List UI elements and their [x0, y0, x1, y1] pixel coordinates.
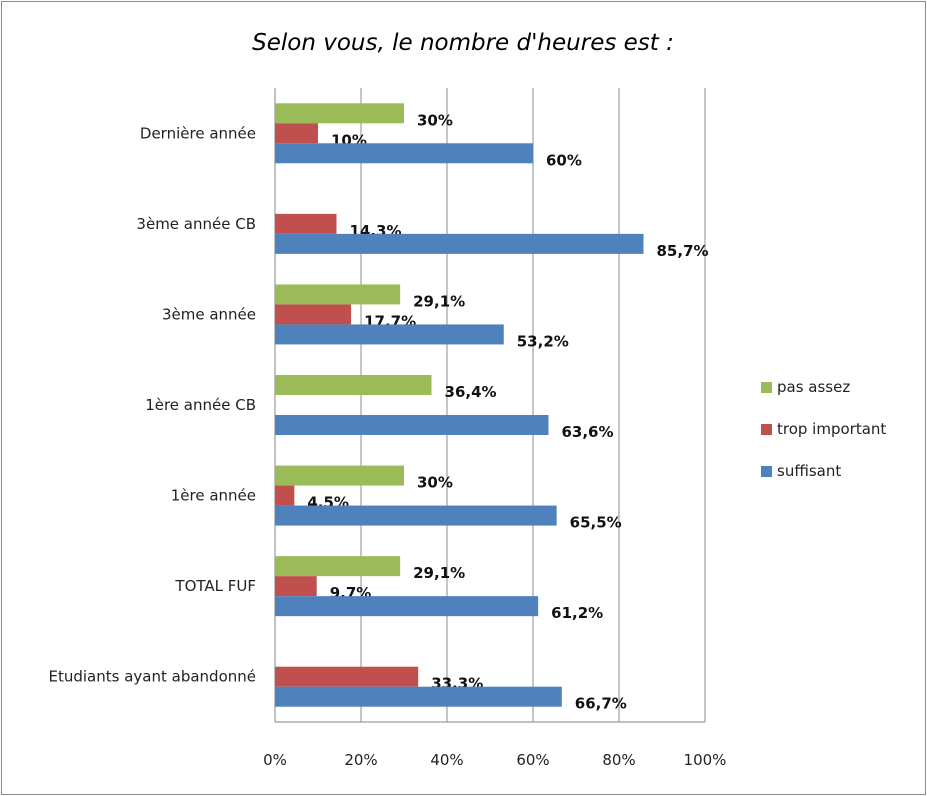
bar-suffisant — [275, 415, 549, 435]
bar-suffisant — [275, 233, 644, 254]
legend-swatch — [761, 466, 772, 477]
data-label: 29,1% — [413, 564, 465, 582]
data-label: 85,7% — [657, 242, 709, 260]
bar-pas-assez — [275, 465, 404, 486]
legend-swatch — [761, 424, 772, 435]
legend-label: suffisant — [777, 462, 841, 480]
category-label: 3ème année CB — [136, 215, 256, 233]
bar-trop-important — [275, 213, 337, 234]
chart-title: Selon vous, le nombre d'heures est : — [252, 30, 674, 56]
bar-pas-assez — [275, 284, 401, 305]
category-label: 1ère année CB — [145, 396, 256, 414]
category-label: Dernière année — [140, 124, 256, 142]
bar-suffisant — [275, 505, 557, 526]
data-label: 63,6% — [561, 423, 613, 441]
bar-trop-important — [275, 304, 352, 325]
bar-pas-assez — [275, 103, 404, 124]
x-tick-label: 80% — [602, 751, 635, 769]
legend-swatch — [761, 382, 772, 393]
bar-pas-assez — [275, 556, 401, 577]
data-label: 60% — [546, 151, 582, 169]
bar-suffisant — [275, 143, 533, 164]
category-label: 3ème année — [162, 305, 256, 323]
category-label: 1ère année — [171, 487, 256, 505]
bar-suffisant — [275, 324, 504, 345]
bar-trop-important — [275, 485, 295, 506]
legend-label: pas assez — [777, 378, 850, 396]
bar-suffisant — [275, 686, 562, 707]
x-tick-label: 0% — [263, 751, 287, 769]
data-label: 30% — [417, 111, 453, 129]
data-label: 29,1% — [413, 292, 465, 310]
bar-pas-assez — [275, 375, 432, 395]
data-label: 53,2% — [517, 332, 569, 350]
data-label: 65,5% — [570, 514, 622, 532]
legend-label: trop important — [777, 420, 886, 438]
data-label: 36,4% — [445, 383, 497, 401]
category-label: Etudiants ayant abandonné — [49, 668, 257, 686]
bar-trop-important — [275, 666, 419, 687]
category-label: TOTAL FUF — [174, 577, 256, 595]
x-tick-label: 20% — [344, 751, 377, 769]
data-label: 66,7% — [575, 695, 627, 713]
bar-trop-important — [275, 576, 317, 597]
data-label: 61,2% — [551, 604, 603, 622]
x-tick-label: 100% — [684, 751, 727, 769]
x-tick-label: 40% — [430, 751, 463, 769]
bar-suffisant — [275, 596, 539, 617]
x-tick-label: 60% — [516, 751, 549, 769]
data-label: 30% — [417, 474, 453, 492]
bar-trop-important — [275, 123, 318, 144]
